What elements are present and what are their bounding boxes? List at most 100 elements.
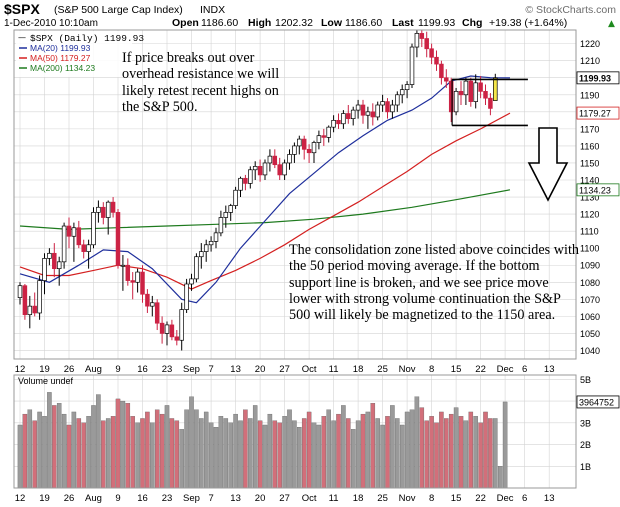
candle-body bbox=[179, 309, 184, 341]
candle-body bbox=[370, 111, 376, 118]
x-tick-label-lower: Sep bbox=[183, 493, 200, 504]
volume-panel-frame bbox=[13, 374, 577, 489]
volume-bar bbox=[463, 420, 469, 489]
volume-tick-label: 5B bbox=[580, 375, 591, 385]
candle-body bbox=[380, 101, 385, 106]
x-tick-label-lower: 26 bbox=[64, 493, 75, 504]
volume-bar bbox=[478, 422, 483, 489]
quote-low-label: Low bbox=[321, 17, 343, 29]
candle-body bbox=[321, 135, 327, 138]
x-tick-label-upper: 23 bbox=[162, 364, 173, 375]
volume-bar bbox=[488, 418, 493, 489]
candle-body bbox=[169, 324, 175, 338]
x-tick-label-lower: Aug bbox=[85, 493, 102, 504]
candle-body bbox=[434, 56, 439, 65]
candle-body bbox=[115, 212, 121, 266]
last-value-label: 1134.23 bbox=[579, 185, 611, 195]
candle-body bbox=[399, 89, 405, 96]
volume-bar bbox=[115, 398, 121, 489]
quote-change-value: +19.38 (+1.64%) bbox=[489, 17, 567, 29]
price-tick-label: 1170 bbox=[580, 124, 599, 134]
volume-bar bbox=[267, 413, 273, 489]
volume-bar bbox=[390, 405, 395, 489]
candle-body bbox=[257, 166, 263, 176]
volume-bar bbox=[434, 422, 439, 489]
volume-bar bbox=[331, 420, 336, 489]
volume-bar bbox=[189, 396, 194, 489]
candle-body bbox=[52, 252, 57, 270]
candle-body bbox=[223, 212, 229, 218]
last-value-box bbox=[576, 71, 620, 85]
x-tick-label-lower: 15 bbox=[451, 493, 462, 504]
volume-bar bbox=[238, 420, 243, 489]
candle-body bbox=[395, 94, 400, 106]
volume-bar bbox=[316, 424, 322, 489]
candle-body bbox=[297, 138, 302, 147]
volume-bar bbox=[199, 418, 204, 489]
candle-body bbox=[86, 244, 91, 252]
x-tick-label-lower: 19 bbox=[39, 493, 50, 504]
candle-body bbox=[488, 97, 493, 109]
candle-body bbox=[125, 264, 131, 281]
quote-last-label: Last bbox=[392, 17, 414, 29]
price-tick-label: 1210 bbox=[580, 56, 600, 66]
candle-body bbox=[189, 278, 194, 285]
candle-body bbox=[287, 154, 292, 164]
volume-bar bbox=[483, 411, 488, 489]
x-tick-label-upper: 20 bbox=[255, 364, 266, 375]
volume-bar bbox=[257, 420, 263, 489]
ma50-line bbox=[19, 112, 511, 290]
candle-body bbox=[203, 244, 209, 252]
volume-bar bbox=[409, 409, 415, 489]
volume-bar bbox=[262, 424, 268, 489]
volume-bar bbox=[135, 422, 140, 489]
moving-average-layer bbox=[19, 75, 511, 304]
x-tick-label-upper: Nov bbox=[399, 364, 416, 375]
candle-body bbox=[238, 177, 243, 191]
candle-body bbox=[105, 201, 111, 218]
volume-tick-label: 3B bbox=[580, 418, 591, 428]
volume-bar bbox=[194, 409, 199, 489]
price-tick-label: 1060 bbox=[580, 312, 600, 322]
candle-body bbox=[346, 113, 351, 119]
volume-tick-label: 2B bbox=[580, 440, 591, 450]
volume-bar bbox=[56, 403, 62, 489]
price-tick-label: 1080 bbox=[580, 278, 600, 288]
legend-box bbox=[16, 31, 132, 77]
volume-bar bbox=[380, 424, 385, 489]
volume-bar bbox=[154, 409, 160, 489]
legend-ma200: MA(200) 1134.23 bbox=[30, 63, 95, 73]
candle-body bbox=[56, 261, 62, 270]
volume-bar bbox=[414, 396, 420, 489]
volume-bar bbox=[22, 413, 28, 489]
candle-body bbox=[355, 104, 361, 111]
volume-bar bbox=[404, 411, 410, 489]
x-tick-label-upper: 12 bbox=[15, 364, 26, 375]
x-tick-label-lower: 25 bbox=[377, 493, 388, 504]
x-tick-label-lower: 16 bbox=[137, 493, 148, 504]
candle-body bbox=[159, 322, 165, 334]
candle-body bbox=[208, 241, 214, 246]
candle-body bbox=[71, 227, 77, 237]
x-tick-label-upper: Sep bbox=[183, 364, 200, 375]
axis-label-layer: 1040105010601070108010901100111011201130… bbox=[15, 39, 620, 504]
price-tick-label: 1160 bbox=[580, 141, 599, 151]
x-tick-label-lower: Nov bbox=[399, 493, 416, 504]
candle-body bbox=[184, 283, 189, 310]
candle-body bbox=[409, 46, 415, 85]
candle-body bbox=[101, 206, 106, 218]
volume-bar bbox=[110, 416, 116, 489]
x-tick-label-lower: Dec bbox=[497, 493, 514, 504]
candle-body bbox=[130, 280, 135, 283]
volume-bar bbox=[370, 403, 376, 489]
x-tick-label-upper: 13 bbox=[544, 364, 555, 375]
x-tick-label-lower: Oct bbox=[302, 493, 317, 504]
candle-body bbox=[252, 166, 258, 171]
volume-bar bbox=[213, 427, 219, 489]
candle-body bbox=[375, 104, 380, 118]
x-tick-label-lower: 8 bbox=[429, 493, 434, 504]
volume-bar bbox=[419, 407, 425, 489]
volume-bar bbox=[42, 416, 47, 489]
x-tick-label-lower: 13 bbox=[230, 493, 241, 504]
drawing-layer bbox=[451, 78, 569, 202]
